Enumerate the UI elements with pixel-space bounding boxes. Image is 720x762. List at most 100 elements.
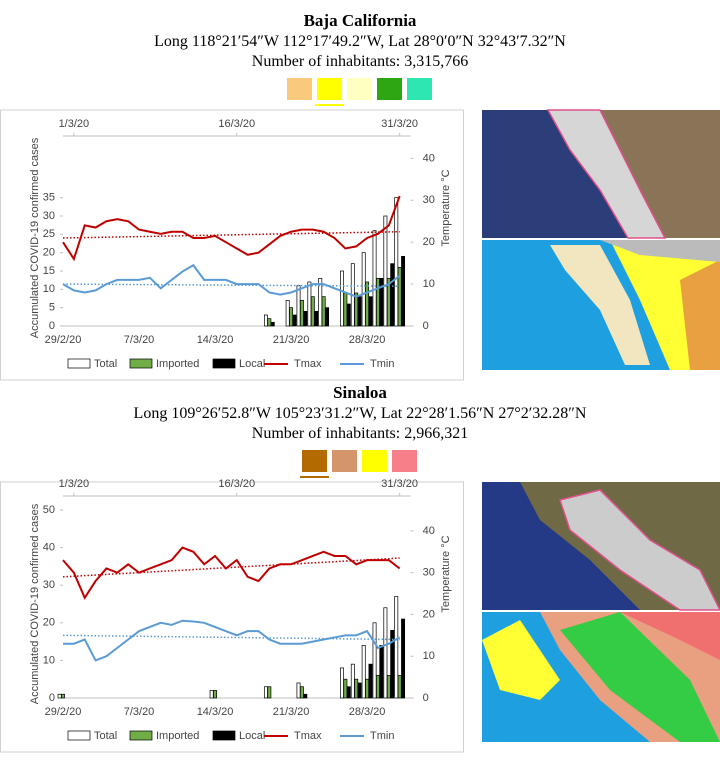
legend-swatch[interactable] xyxy=(302,450,327,472)
bar xyxy=(314,310,319,327)
legend-swatch[interactable] xyxy=(377,78,402,100)
legend-swatch[interactable] xyxy=(287,78,312,100)
bar xyxy=(340,667,344,699)
bar xyxy=(296,682,301,699)
y2-axis-title: Temperature °C xyxy=(440,169,452,246)
bar xyxy=(350,663,355,699)
bar xyxy=(325,307,329,327)
legend-label: Imported xyxy=(156,358,199,370)
top-tick-label: 1/3/20 xyxy=(59,118,90,130)
coordinates: Long 109°26′52.8″W 105°23′31.2″W, Lat 22… xyxy=(134,405,587,422)
trend-line xyxy=(62,634,400,641)
legend-label: Total xyxy=(94,730,117,742)
y-tick-label: 0 xyxy=(49,320,55,332)
bar xyxy=(390,263,395,327)
legend-swatch[interactable] xyxy=(407,78,432,100)
legend-marker xyxy=(67,358,91,369)
bar xyxy=(263,686,268,699)
bar xyxy=(357,296,362,327)
bar xyxy=(299,686,304,699)
bar xyxy=(263,314,268,327)
bar xyxy=(397,675,402,699)
bar xyxy=(267,318,272,327)
bar xyxy=(303,310,308,327)
top-tick-label: 16/3/20 xyxy=(218,118,255,130)
bar xyxy=(394,596,399,699)
bar xyxy=(401,255,406,327)
legend-label: Tmin xyxy=(370,358,394,370)
line xyxy=(63,619,401,662)
bar xyxy=(379,645,384,699)
bar xyxy=(321,296,326,327)
y-tick-label: 15 xyxy=(43,265,55,277)
bar xyxy=(379,277,384,327)
bar xyxy=(346,303,351,327)
legend-label: Total xyxy=(94,358,117,370)
y-tick-label: 25 xyxy=(43,228,55,240)
legend-swatch[interactable] xyxy=(392,450,417,472)
y2-axis-title: Temperature °C xyxy=(440,535,452,612)
inhabitants: Number of inhabitants: 3,315,766 xyxy=(252,53,468,70)
bar xyxy=(267,686,272,699)
x-tick-label: 7/3/20 xyxy=(124,706,155,718)
bar xyxy=(209,690,214,699)
x-tick-label: 7/3/20 xyxy=(124,334,155,346)
bar xyxy=(307,281,312,327)
bar xyxy=(270,321,275,327)
legend-swatch[interactable] xyxy=(317,78,342,100)
inhabitants: Number of inhabitants: 2,966,321 xyxy=(252,425,468,442)
y2-tick-label: 10 xyxy=(423,278,435,290)
legend-swatch[interactable] xyxy=(332,450,357,472)
bar xyxy=(296,285,301,327)
bar xyxy=(340,270,344,327)
bar xyxy=(285,299,290,327)
trend-line xyxy=(62,230,400,239)
panel-title: Sinaloa xyxy=(333,383,387,402)
legend-label: Tmax xyxy=(294,358,322,370)
bar xyxy=(365,281,370,327)
panel-title: Baja California xyxy=(304,11,417,30)
bar xyxy=(343,678,348,699)
bar xyxy=(361,645,366,699)
y-tick-label: 20 xyxy=(43,617,55,629)
map-satellite xyxy=(482,482,720,611)
x-tick-label: 28/3/20 xyxy=(349,706,386,718)
bar xyxy=(383,607,388,699)
trend-line xyxy=(62,283,400,287)
x-tick-label: 14/3/20 xyxy=(197,706,234,718)
bar xyxy=(213,690,217,699)
bar xyxy=(61,693,65,699)
chart-frame xyxy=(0,481,464,753)
top-tick-label: 31/3/20 xyxy=(381,478,418,490)
y-tick-label: 50 xyxy=(43,504,55,516)
y-tick-label: 10 xyxy=(43,654,55,666)
bar xyxy=(343,292,348,327)
y2-tick-label: 30 xyxy=(423,567,435,579)
bar xyxy=(368,663,373,699)
map-geology xyxy=(482,240,720,370)
bar xyxy=(357,682,362,699)
map-geology xyxy=(482,612,720,742)
y-tick-label: 10 xyxy=(43,283,55,295)
bar xyxy=(354,678,359,699)
bar xyxy=(354,292,359,327)
legend-marker xyxy=(129,730,153,741)
legend-marker xyxy=(212,358,236,369)
x-tick-label: 29/2/20 xyxy=(45,706,82,718)
bar xyxy=(401,618,406,699)
top-tick-label: 1/3/20 xyxy=(59,478,90,490)
x-tick-label: 14/3/20 xyxy=(197,334,234,346)
y-tick-label: 35 xyxy=(43,192,55,204)
y2-tick-label: 40 xyxy=(423,525,435,537)
top-tick-label: 31/3/20 xyxy=(381,118,418,130)
bar xyxy=(372,622,377,699)
legend-swatch[interactable] xyxy=(347,78,372,100)
line xyxy=(62,263,401,298)
chart-frame xyxy=(0,109,464,381)
bar xyxy=(346,686,351,699)
bar xyxy=(292,314,297,327)
legend-label: Imported xyxy=(156,730,199,742)
legend-swatch[interactable] xyxy=(362,450,387,472)
coordinates: Long 118°21′54″W 112°17′49.2″W, Lat 28°0… xyxy=(154,33,566,50)
line xyxy=(62,195,401,262)
